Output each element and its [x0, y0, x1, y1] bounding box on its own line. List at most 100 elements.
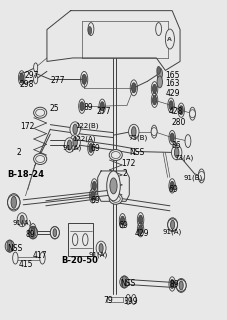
Text: 399: 399	[123, 297, 138, 306]
Text: 73(B): 73(B)	[128, 134, 147, 141]
Text: 428: 428	[169, 107, 183, 116]
Circle shape	[132, 83, 136, 93]
Circle shape	[89, 144, 93, 153]
Circle shape	[170, 181, 174, 190]
Ellipse shape	[198, 172, 205, 180]
Circle shape	[31, 229, 35, 237]
Circle shape	[165, 29, 174, 49]
Text: NSS: NSS	[129, 148, 145, 156]
Circle shape	[110, 178, 117, 194]
Text: 91(A): 91(A)	[162, 228, 181, 235]
Circle shape	[72, 234, 78, 246]
Circle shape	[99, 244, 103, 252]
Circle shape	[88, 23, 94, 36]
Ellipse shape	[120, 276, 129, 288]
Text: 297: 297	[24, 71, 39, 80]
Text: 69: 69	[90, 196, 100, 205]
Circle shape	[53, 229, 57, 237]
Ellipse shape	[190, 110, 195, 118]
Text: 73(A): 73(A)	[174, 154, 194, 161]
Ellipse shape	[50, 227, 59, 239]
Text: 280: 280	[171, 118, 185, 127]
Circle shape	[83, 234, 88, 246]
Circle shape	[34, 63, 38, 72]
Circle shape	[157, 67, 160, 74]
Text: 91(A): 91(A)	[89, 251, 108, 258]
Circle shape	[73, 137, 77, 147]
Text: 2: 2	[17, 148, 22, 157]
Ellipse shape	[7, 195, 20, 210]
Circle shape	[198, 169, 205, 183]
Circle shape	[179, 281, 183, 290]
Ellipse shape	[109, 149, 122, 161]
Ellipse shape	[7, 194, 20, 211]
Circle shape	[107, 171, 120, 201]
Circle shape	[122, 276, 127, 288]
Ellipse shape	[34, 154, 47, 164]
Circle shape	[7, 240, 12, 252]
Text: B-20-50: B-20-50	[62, 256, 99, 265]
Ellipse shape	[70, 122, 80, 136]
Circle shape	[132, 127, 136, 137]
Ellipse shape	[168, 219, 178, 231]
Circle shape	[153, 96, 157, 105]
Circle shape	[88, 27, 92, 35]
Ellipse shape	[36, 156, 45, 163]
Ellipse shape	[5, 240, 14, 252]
Circle shape	[126, 294, 131, 304]
Circle shape	[31, 226, 35, 235]
Circle shape	[185, 135, 191, 148]
Ellipse shape	[151, 128, 157, 136]
Ellipse shape	[50, 227, 59, 239]
Circle shape	[80, 102, 84, 111]
Text: 163: 163	[165, 79, 180, 88]
Ellipse shape	[176, 278, 186, 292]
Ellipse shape	[111, 152, 120, 158]
Text: 91(A): 91(A)	[63, 145, 82, 151]
Text: A: A	[168, 36, 172, 42]
Circle shape	[82, 74, 86, 84]
Text: NSS: NSS	[7, 244, 22, 252]
Circle shape	[121, 216, 125, 225]
Text: 122(B): 122(B)	[75, 123, 99, 129]
Circle shape	[11, 196, 17, 208]
Circle shape	[151, 125, 157, 138]
Text: 79: 79	[103, 296, 113, 305]
Text: 277: 277	[50, 76, 65, 85]
Text: 91(B): 91(B)	[183, 174, 203, 181]
Text: 415: 415	[19, 260, 33, 269]
Circle shape	[167, 33, 173, 45]
Ellipse shape	[34, 107, 47, 118]
Text: NSS: NSS	[120, 279, 135, 288]
Text: 172: 172	[121, 159, 136, 169]
Circle shape	[92, 181, 96, 190]
Text: 298: 298	[20, 80, 34, 89]
Circle shape	[174, 148, 179, 157]
Ellipse shape	[28, 227, 37, 239]
Text: 89: 89	[25, 230, 35, 239]
Text: 122(A): 122(A)	[72, 136, 95, 142]
Ellipse shape	[171, 145, 182, 160]
Text: 2: 2	[123, 169, 128, 179]
Text: 91(A): 91(A)	[12, 220, 32, 226]
Ellipse shape	[96, 241, 106, 255]
Text: 277: 277	[96, 107, 111, 116]
Ellipse shape	[168, 218, 178, 232]
Text: 86: 86	[171, 140, 181, 149]
Circle shape	[153, 84, 157, 93]
Text: 89: 89	[169, 280, 179, 290]
Circle shape	[34, 75, 38, 84]
Circle shape	[170, 220, 175, 229]
Text: 172: 172	[20, 122, 34, 131]
Ellipse shape	[36, 109, 45, 116]
Bar	[68, 223, 93, 256]
Text: 25: 25	[49, 104, 59, 113]
Ellipse shape	[29, 227, 37, 239]
Ellipse shape	[128, 124, 139, 139]
Circle shape	[190, 107, 195, 120]
Ellipse shape	[111, 195, 120, 202]
Circle shape	[169, 101, 173, 110]
Circle shape	[179, 106, 183, 115]
Text: 165: 165	[165, 71, 180, 80]
Circle shape	[170, 133, 174, 142]
